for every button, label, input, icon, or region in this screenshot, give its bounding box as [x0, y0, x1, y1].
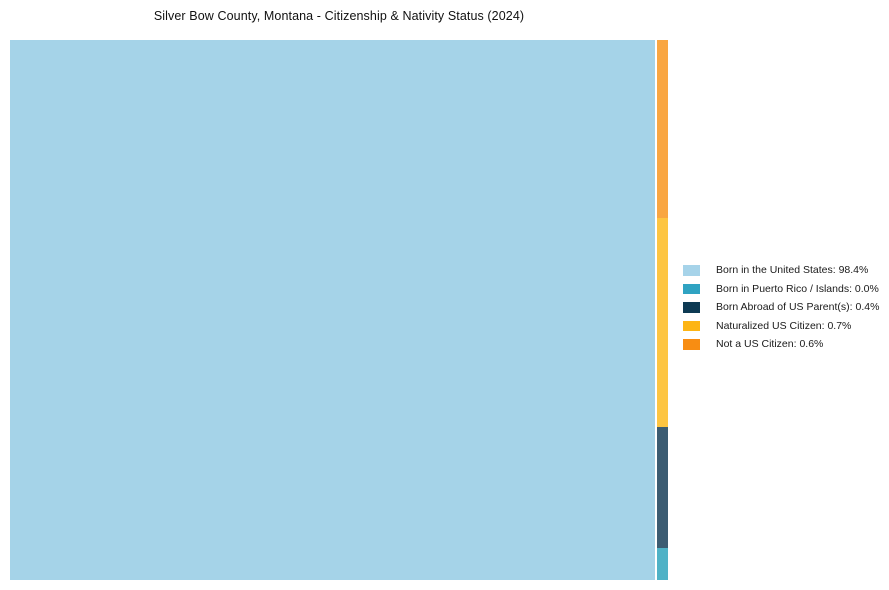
legend-swatch-naturalized — [683, 320, 700, 331]
legend-swatch-not_citizen — [683, 339, 700, 350]
legend-item-born_pr: Born in Puerto Rico / Islands: 0.0% — [683, 282, 879, 295]
legend-label: Not a US Citizen: 0.6% — [716, 338, 824, 350]
treemap-plot — [10, 40, 668, 580]
legend-label: Born in Puerto Rico / Islands: 0.0% — [716, 282, 879, 295]
legend-label: Naturalized US Citizen: 0.7% — [716, 319, 852, 332]
treemap-rect-born-us — [10, 40, 655, 580]
legend-swatch-born_us — [683, 265, 700, 276]
legend: Born in the United States: 98.4% Born in … — [683, 265, 879, 350]
legend-label: Born Abroad of US Parent(s): 0.4% — [716, 301, 880, 313]
legend-item-not_citizen: Not a US Citizen: 0.6% — [683, 339, 879, 350]
legend-label: Born in the United States: 98.4% — [716, 264, 869, 276]
treemap-rect-naturalized — [657, 218, 668, 427]
legend-swatch-born_pr — [683, 283, 700, 294]
legend-swatch-born_abroad — [683, 302, 700, 313]
legend-item-naturalized: Naturalized US Citizen: 0.7% — [683, 319, 879, 332]
legend-item-born_us: Born in the United States: 98.4% — [683, 265, 879, 276]
legend-item-born_abroad: Born Abroad of US Parent(s): 0.4% — [683, 302, 879, 313]
treemap-minor-strip — [657, 40, 668, 580]
treemap-rect-not_citizen — [657, 40, 668, 218]
treemap-rect-born_abroad — [657, 427, 668, 548]
chart-title: Silver Bow County, Montana - Citizenship… — [153, 9, 525, 23]
treemap-rect-born_pr — [657, 548, 668, 580]
